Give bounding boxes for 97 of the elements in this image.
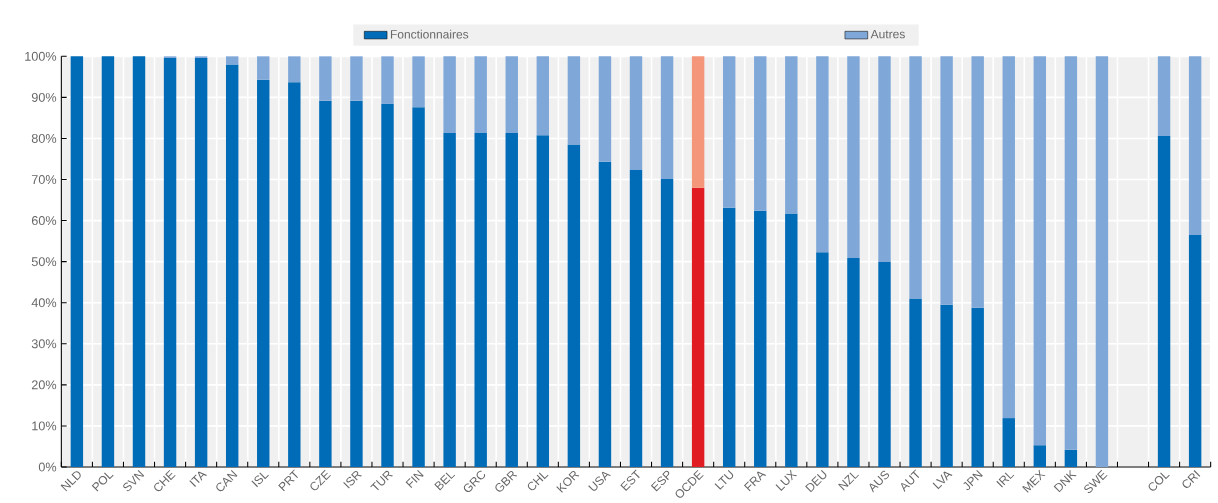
bar <box>567 144 581 467</box>
x-tick-label: POL <box>91 472 114 492</box>
y-tick-label: 30% <box>31 339 57 349</box>
bar <box>70 56 84 467</box>
x-tick-label: ITA <box>189 471 207 487</box>
bar <box>319 56 332 101</box>
bar <box>225 56 239 65</box>
x-tick-label: TUR <box>370 470 393 491</box>
bar <box>909 298 922 467</box>
x-tick-label: FRA <box>743 471 767 492</box>
bar <box>474 133 487 467</box>
x-tick-label: ISL <box>251 472 269 488</box>
bar <box>691 187 705 467</box>
bar <box>225 64 239 467</box>
bar <box>1033 56 1047 446</box>
bar <box>1188 56 1202 235</box>
bar <box>257 56 270 80</box>
bar <box>660 179 674 467</box>
bar <box>381 56 394 104</box>
bar <box>505 133 518 467</box>
legend-label: Fonctionnaires <box>390 29 469 39</box>
x-tick-label: IRL <box>996 472 1015 488</box>
bar <box>847 257 860 467</box>
bar <box>288 56 301 83</box>
x-tick-label: BEL <box>434 472 456 491</box>
bar <box>474 56 487 134</box>
bar <box>785 56 798 214</box>
bar <box>381 103 394 467</box>
bar <box>940 304 953 467</box>
bar <box>1002 56 1015 419</box>
bar <box>816 252 829 467</box>
bar <box>1157 56 1171 136</box>
bar <box>567 56 581 145</box>
x-tick-label: LVA <box>932 471 953 490</box>
y-tick-label: 10% <box>32 421 57 431</box>
bar <box>350 100 363 467</box>
x-tick-label: FIN <box>405 469 424 489</box>
bar <box>443 133 456 467</box>
bar <box>443 56 456 134</box>
bar <box>878 262 891 467</box>
bar <box>691 56 705 188</box>
bar <box>536 56 550 136</box>
bar <box>598 161 612 467</box>
bar <box>350 56 363 101</box>
x-tick-label: JPN <box>963 469 983 491</box>
x-tick-label: COL <box>1148 472 1170 491</box>
bar <box>878 56 891 263</box>
x-tick-label: LTU <box>714 469 734 490</box>
bar <box>288 82 301 467</box>
bar <box>754 210 767 467</box>
bar <box>847 56 860 258</box>
bar <box>1064 449 1078 467</box>
y-tick-label: 60% <box>31 216 57 226</box>
bar <box>722 56 736 208</box>
bar <box>412 56 425 108</box>
x-tick-label: ISR <box>343 470 362 489</box>
x-tick-label: NZL <box>838 472 859 491</box>
bar <box>816 56 829 253</box>
bar <box>940 56 953 305</box>
bar <box>1095 56 1109 467</box>
bar <box>132 56 146 467</box>
bar <box>1033 445 1047 467</box>
y-tick-label: 0% <box>38 462 57 472</box>
bar <box>722 207 736 467</box>
bar <box>1188 234 1202 467</box>
y-tick-label: 80% <box>31 133 57 143</box>
bar <box>785 213 798 467</box>
x-tick-label: CHL <box>527 472 549 491</box>
bar <box>101 56 115 467</box>
x-tick-label: NLD <box>60 471 81 492</box>
bar <box>1002 418 1015 467</box>
bar <box>598 56 612 162</box>
bar <box>629 170 643 467</box>
bar <box>660 56 674 180</box>
bar <box>1157 135 1171 467</box>
bar <box>971 307 984 467</box>
y-tick-label: 70% <box>31 175 57 185</box>
bar <box>754 56 767 211</box>
bar <box>536 135 550 467</box>
legend-label: Autres <box>870 29 905 39</box>
bar <box>629 56 643 171</box>
y-tick-label: 100% <box>25 51 57 61</box>
x-tick-label: CRI <box>1182 470 1201 488</box>
bar <box>971 56 984 308</box>
bar <box>1064 56 1078 450</box>
y-tick-label: 90% <box>31 92 57 102</box>
x-tick-label: USA <box>588 471 611 491</box>
bar <box>257 79 270 467</box>
bar <box>194 57 208 467</box>
bar <box>412 107 425 467</box>
bar <box>163 57 177 467</box>
y-tick-label: 50% <box>31 257 57 267</box>
y-tick-label: 40% <box>31 298 57 308</box>
bar <box>319 100 332 467</box>
y-tick-label: 20% <box>31 380 57 390</box>
bar <box>505 56 518 134</box>
bar <box>909 56 922 299</box>
